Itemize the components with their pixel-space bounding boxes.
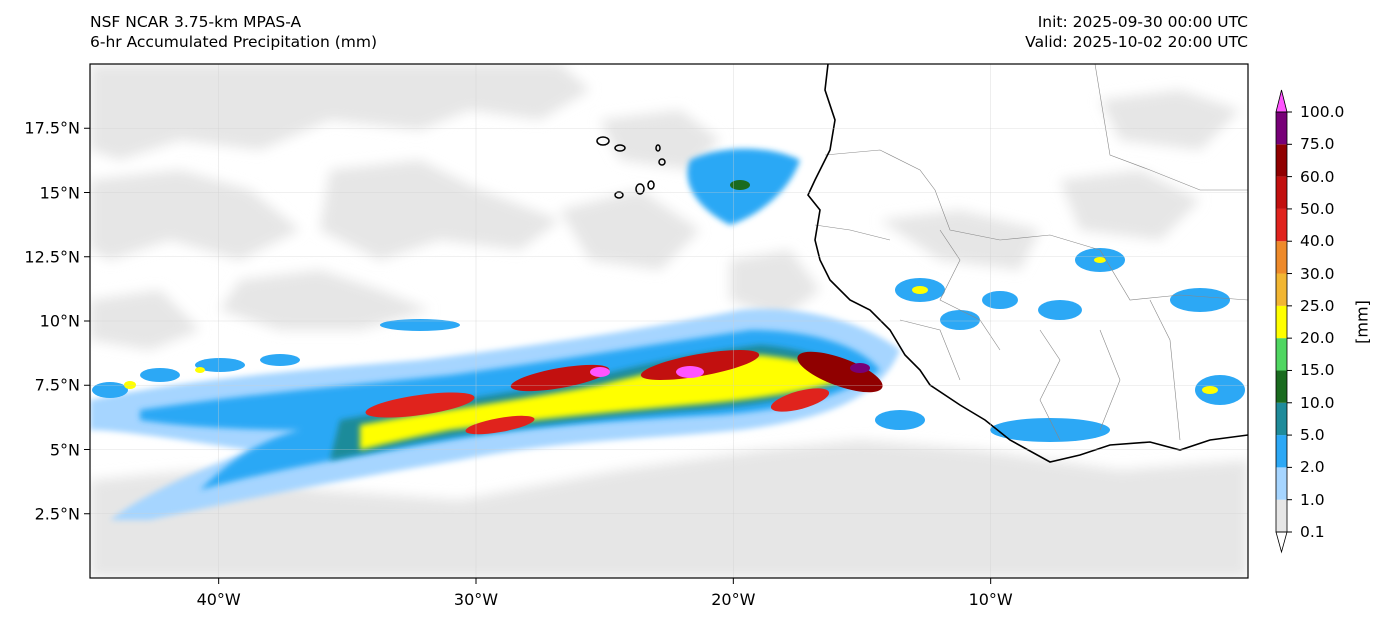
lat-tick-label: 7.5°N [34, 375, 80, 395]
map-title-right: Init: 2025-09-30 00:00 UTC Valid: 2025-1… [1025, 12, 1248, 52]
colorbar-segment [1276, 273, 1287, 306]
colorbar-extend-min [1275, 531, 1288, 554]
colorbar-level-label: 10.0 [1300, 393, 1335, 412]
colorbar-segment [1276, 499, 1287, 532]
offshore-precip-area [687, 148, 800, 225]
colorbar-level-label: 20.0 [1300, 329, 1335, 348]
init-time: Init: 2025-09-30 00:00 UTC [1037, 13, 1248, 31]
colorbar-segment [1276, 370, 1287, 403]
lat-tick-label: 5°N [49, 440, 80, 459]
map-title-left: NSF NCAR 3.75-km MPAS-A 6-hr Accumulated… [90, 12, 377, 52]
colorbar-level-label: 5.0 [1300, 426, 1325, 445]
colorbar-frame [1275, 111, 1288, 533]
lat-tick-label: 12.5°N [24, 247, 80, 267]
colorbar-segment [1276, 176, 1287, 209]
lat-tick-label: 10°N [39, 311, 80, 331]
colorbar-level-label: 75.0 [1300, 135, 1335, 154]
colorbar-level-label: 60.0 [1300, 167, 1335, 186]
lon-tick-label: 20°W [711, 590, 756, 609]
colorbar-segment [1276, 241, 1287, 274]
lon-tick-label: 40°W [196, 590, 241, 609]
colorbar-level-label: 25.0 [1300, 296, 1335, 315]
valid-time: Valid: 2025-10-02 20:00 UTC [1025, 33, 1248, 51]
model-name: NSF NCAR 3.75-km MPAS-A [90, 13, 302, 31]
lon-tick-label: 30°W [453, 590, 499, 609]
colorbar-level-label: 50.0 [1300, 199, 1335, 218]
colorbar-segment [1276, 435, 1287, 468]
colorbar-segment [1276, 112, 1287, 145]
colorbar-level-label: 40.0 [1300, 232, 1335, 251]
lon-tick-label: 10°W [968, 590, 1013, 609]
gridlines [90, 64, 1248, 578]
colorbar-segment [1276, 402, 1287, 436]
colorbar-level-label: 100.0 [1300, 103, 1345, 121]
colorbar-level-label: 1.0 [1300, 490, 1325, 509]
lat-tick-label: 2.5°N [34, 504, 80, 524]
country-borders [814, 64, 1248, 441]
colorbar [1275, 89, 1292, 554]
lat-tick-marks [84, 127, 90, 515]
intense-precip-cores [365, 349, 883, 435]
field-name: 6-hr Accumulated Precipitation (mm) [90, 33, 377, 51]
coastline [807, 64, 1248, 463]
colorbar-segment [1276, 338, 1287, 371]
lat-tick-label: 15°N [39, 183, 80, 202]
lat-tick-label: 17.5°N [24, 118, 80, 138]
colorbar-segment [1276, 144, 1287, 177]
colorbar-level-label: 2.0 [1300, 458, 1325, 477]
lon-tick-marks [218, 578, 992, 584]
colorbar-level-label: 15.0 [1300, 361, 1335, 380]
cape-verde-islands [596, 136, 666, 199]
trace-precip-areas [90, 64, 1248, 578]
land-convection [875, 248, 1245, 442]
scattered-cells-west [92, 319, 460, 398]
colorbar-segment [1276, 467, 1287, 500]
colorbar-title: [mm] [1352, 300, 1372, 344]
colorbar-level-label: 0.1 [1300, 523, 1325, 541]
colorbar-extend-max [1275, 89, 1288, 113]
colorbar-segment [1276, 208, 1287, 242]
colorbar-segment [1276, 305, 1287, 339]
colorbar-level-label: 30.0 [1300, 264, 1335, 283]
